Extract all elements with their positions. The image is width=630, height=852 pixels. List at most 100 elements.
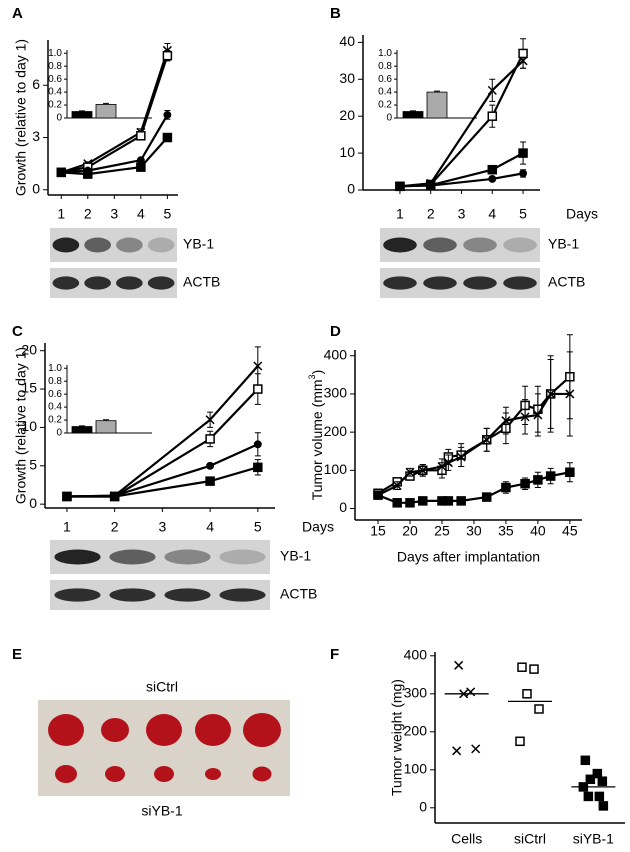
inset-y-tick-label: 0.4 [48,402,62,413]
x-tick-label: 25 [434,523,450,539]
inset-bar [71,111,93,119]
marker [456,496,466,506]
y-tick-label: 0 [419,799,427,815]
blot-label: YB-1 [183,236,214,252]
x-tick-label: 15 [370,523,386,539]
inset-y-tick-label: 0.2 [48,415,62,426]
marker [594,791,605,802]
blot-band [116,276,143,290]
marker [501,416,511,426]
marker [162,132,173,143]
inset-error-bar [434,90,440,93]
panel-letter: D [330,323,341,340]
y-axis-label-part: Tumor volume (mm [309,379,325,500]
x-axis-label: Days [302,519,334,535]
y-tick-label: 100 [404,761,428,777]
blot-band [109,588,156,602]
marker [529,664,539,674]
panel-letter: B [330,5,341,22]
blot-band [503,237,537,253]
series-line [399,60,524,188]
y-tick-label: 40 [339,33,355,49]
y-tick-label: 300 [324,385,348,401]
blot-band [503,276,537,290]
blot-band [109,549,156,565]
marker [487,164,498,175]
tumor [101,718,129,742]
marker [583,791,594,802]
y-tick-label: 15 [21,380,37,396]
inset-y-tick-label: 0.2 [48,100,62,111]
y-tick-label: 10 [339,144,355,160]
marker [533,410,543,420]
marker [162,50,173,61]
x-tick-label: 3 [110,206,118,222]
marker [418,465,428,475]
x-tick-label: 3 [158,519,166,535]
marker [395,182,404,191]
marker [598,801,609,811]
x-tick-label: 35 [498,523,514,539]
x-tick-label: Cells [451,831,482,847]
y-tick-label: 400 [324,346,348,362]
inset-bar [426,91,448,119]
marker [580,755,591,766]
y-tick-label: 0 [347,181,355,197]
x-tick-label: 2 [111,519,119,535]
y-axis-label: Growth (relative to day 1) [13,347,29,504]
marker [520,412,530,422]
blot-band [84,237,111,253]
marker [253,361,263,371]
inset-y-tick-label: 0.8 [48,61,62,72]
marker [578,782,589,792]
x-tick-label: 4 [137,206,145,222]
y-tick-label: 300 [404,685,428,701]
x-tick-label: siYB-1 [573,831,614,847]
marker [205,476,215,486]
blot-label: ACTB [280,586,317,602]
x-tick-label: siCtrl [514,831,546,847]
panel-letter: C [12,323,23,340]
x-tick-label: 1 [63,519,71,535]
marker [62,491,72,502]
series-line [399,172,524,188]
x-tick-label: 3 [458,206,466,222]
blot-label: YB-1 [548,236,579,252]
marker [597,776,608,786]
blot-band [54,549,101,565]
x-tick-label: 2 [427,206,435,222]
blot-band [54,588,101,602]
y-axis-label-part: 3 [307,374,317,379]
marker [392,481,402,491]
marker [592,768,603,779]
y-tick-label: 200 [404,723,428,739]
series-line [66,466,259,498]
marker [206,461,215,470]
y-tick-label: 200 [324,423,348,439]
blot-band [463,237,497,253]
marker [533,475,543,485]
inset-y-tick-label: 0.4 [48,87,62,98]
inset-error-bar [103,419,109,421]
x-tick-label: 1 [57,206,65,222]
blot-band [52,276,80,290]
marker [373,490,383,500]
inset-y-tick-label: 0.8 [378,61,392,72]
inset-y-tick-label: 0.4 [378,87,392,98]
inset-y-tick-label: 0 [386,113,392,124]
inset-bar [71,426,93,434]
x-tick-label: 45 [562,523,578,539]
inset-bar [95,420,117,434]
blot-band [147,276,175,290]
marker [466,687,476,697]
tumor [205,768,221,780]
marker [392,498,402,508]
x-tick-label: 2 [84,206,92,222]
y-tick-label: 3 [32,128,40,144]
marker [517,662,527,672]
marker [83,169,93,179]
blot-band [84,276,111,290]
x-axis-label: Days [566,206,598,222]
marker [534,704,544,714]
